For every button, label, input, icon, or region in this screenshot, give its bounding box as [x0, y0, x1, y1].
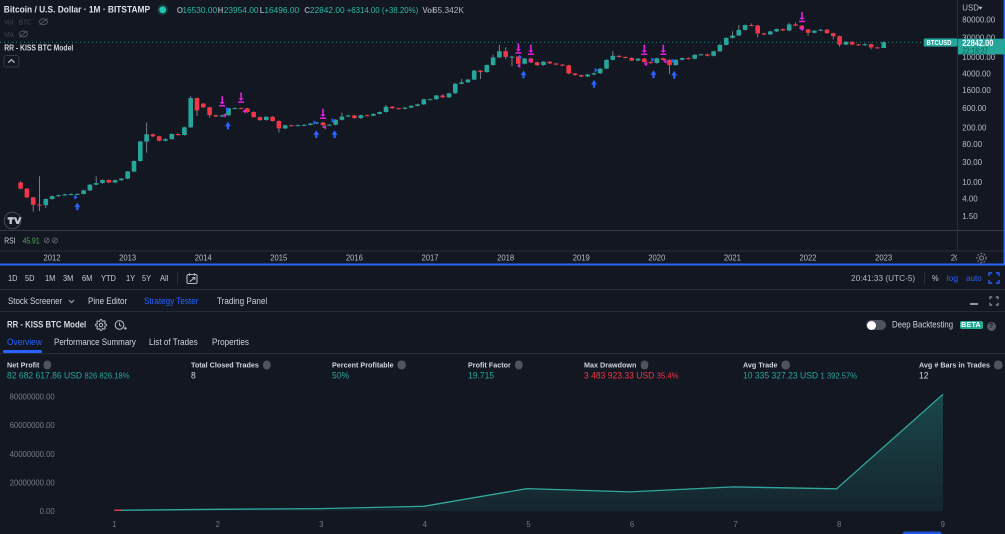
svg-text:6: 6 [630, 520, 635, 529]
svg-text:1: 1 [112, 520, 117, 529]
svg-text:RSI: RSI [4, 236, 15, 246]
svg-text:40000000.00: 40000000.00 [10, 449, 56, 458]
svg-text:3: 3 [319, 520, 324, 529]
svg-text:2023: 2023 [875, 253, 892, 262]
svg-text:7: 7 [733, 520, 738, 529]
svg-text:45.91: 45.91 [23, 236, 40, 246]
svg-text:10000.00: 10000.00 [962, 53, 995, 62]
svg-text:22842.00: 22842.00 [310, 5, 345, 15]
svg-text:H: H [218, 5, 224, 15]
svg-text:0.00: 0.00 [40, 507, 55, 516]
svg-text:200.00: 200.00 [962, 123, 987, 132]
svg-text:8: 8 [837, 520, 842, 529]
svg-text:2021: 2021 [724, 253, 741, 262]
svg-text:2016: 2016 [346, 253, 363, 262]
svg-text:4.00: 4.00 [962, 194, 978, 203]
svg-text:80000.00: 80000.00 [962, 15, 995, 24]
svg-text:65.342K: 65.342K [433, 5, 464, 15]
svg-text:2013: 2013 [119, 253, 136, 262]
svg-text:RR - KISS BTC Model: RR - KISS BTC Model [4, 43, 73, 53]
svg-text:+6314.00 (+38.20%): +6314.00 (+38.20%) [347, 6, 419, 15]
svg-text:30000.00: 30000.00 [962, 33, 995, 42]
svg-text:22:18:27: 22:18:27 [962, 46, 988, 56]
svg-text:2019: 2019 [573, 253, 590, 262]
svg-text:80.00: 80.00 [962, 140, 982, 149]
svg-text:5: 5 [526, 520, 531, 529]
svg-text:1600.00: 1600.00 [962, 86, 991, 95]
svg-text:10.00: 10.00 [962, 178, 982, 187]
svg-text:Vol: Vol [422, 5, 434, 15]
svg-text:BTCUSD: BTCUSD [927, 39, 952, 47]
svg-text:23954.00: 23954.00 [224, 5, 259, 15]
svg-text:O: O [177, 5, 184, 15]
svg-text:4000.00: 4000.00 [962, 69, 991, 78]
svg-text:2018: 2018 [497, 253, 514, 262]
svg-text:USD: USD [962, 3, 979, 12]
svg-text:30.00: 30.00 [962, 158, 982, 167]
svg-text:MA: MA [4, 31, 14, 39]
svg-text:60000000.00: 60000000.00 [10, 421, 56, 430]
svg-text:20000000.00: 20000000.00 [10, 478, 56, 487]
svg-text:Vol · BTC: Vol · BTC [4, 19, 31, 27]
svg-text:2012: 2012 [43, 253, 60, 262]
svg-text:1.50: 1.50 [962, 212, 978, 221]
svg-text:Bitcoin / U.S. Dollar · 1M · B: Bitcoin / U.S. Dollar · 1M · BITSTAMP [4, 4, 150, 14]
svg-text:2015: 2015 [270, 253, 287, 262]
svg-text:2022: 2022 [799, 253, 816, 262]
svg-text:C: C [304, 5, 310, 15]
svg-text:600.00: 600.00 [962, 104, 987, 113]
svg-text:22842.00: 22842.00 [962, 38, 994, 48]
svg-text:L: L [260, 5, 265, 15]
svg-text:16496.00: 16496.00 [264, 5, 299, 15]
svg-text:2020: 2020 [648, 253, 665, 262]
svg-text:2024: 2024 [951, 253, 968, 262]
svg-text:80000000.00: 80000000.00 [10, 392, 56, 401]
svg-text:4: 4 [423, 520, 428, 529]
svg-text:2017: 2017 [421, 253, 438, 262]
svg-text:16530.00: 16530.00 [182, 5, 217, 15]
svg-text:2014: 2014 [195, 253, 212, 262]
svg-text:2: 2 [216, 520, 221, 529]
svg-text:9: 9 [941, 520, 946, 529]
